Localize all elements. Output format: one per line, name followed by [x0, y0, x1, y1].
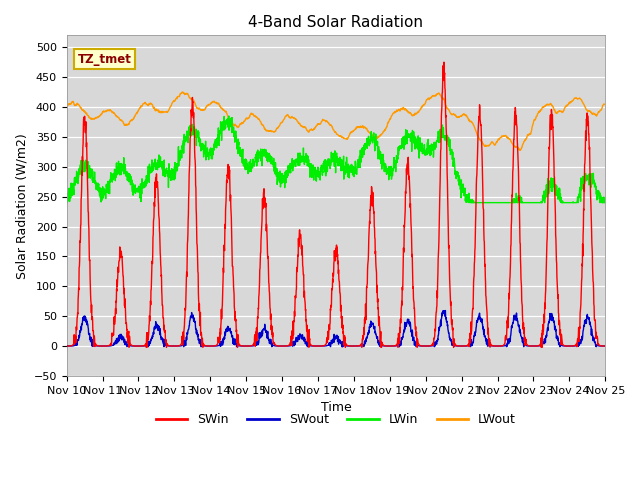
X-axis label: Time: Time [321, 401, 351, 414]
Legend: SWin, SWout, LWin, LWout: SWin, SWout, LWin, LWout [151, 408, 521, 431]
Text: TZ_tmet: TZ_tmet [77, 53, 131, 66]
Title: 4-Band Solar Radiation: 4-Band Solar Radiation [248, 15, 424, 30]
Y-axis label: Solar Radiation (W/m2): Solar Radiation (W/m2) [15, 133, 28, 278]
